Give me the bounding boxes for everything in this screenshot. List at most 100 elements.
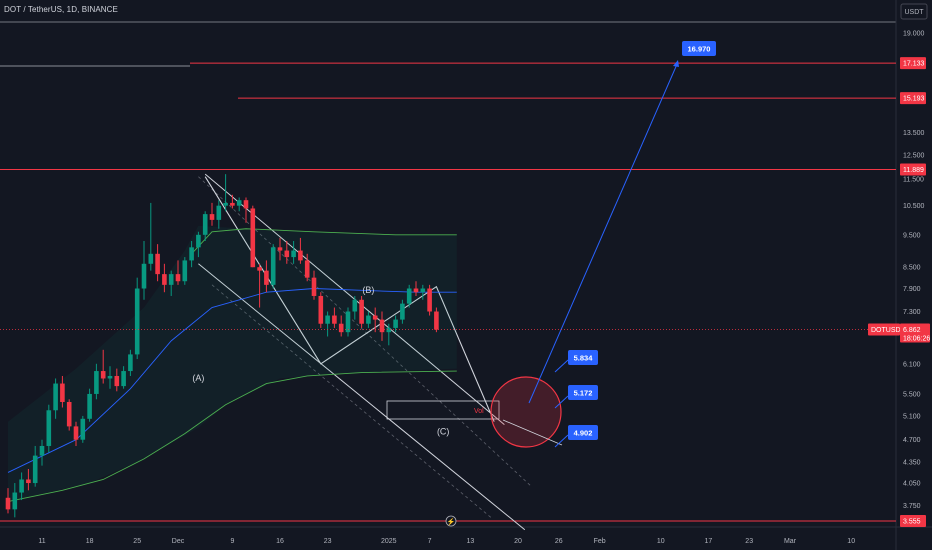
candle-9[interactable] [66,399,72,431]
candle-28[interactable] [196,231,201,258]
candle-3[interactable] [26,469,31,491]
candle-13[interactable] [94,363,99,400]
price-tag-bg-1 [900,57,926,70]
candle-17[interactable] [121,366,126,389]
candle-37[interactable] [257,263,262,308]
candle-57[interactable] [393,315,398,333]
candle-43[interactable] [298,237,303,264]
candle-30[interactable] [209,202,215,226]
candle-46[interactable] [318,292,324,328]
candle-body [134,288,140,355]
time-tick-2: 25 [133,538,141,545]
candle-38[interactable] [264,260,269,293]
candle-body [189,247,194,261]
candle-59[interactable] [406,284,412,308]
candle-body [325,315,330,324]
candle-35[interactable] [243,197,249,223]
candle-31[interactable] [216,200,222,229]
candle-11[interactable] [80,415,86,443]
candle-27[interactable] [189,241,194,268]
candle-58[interactable] [400,299,405,324]
candle-55[interactable] [379,311,385,341]
candle-45[interactable] [311,270,317,300]
time-tick-10: 20 [514,538,522,545]
candle-14[interactable] [100,349,106,384]
candle-49[interactable] [338,315,344,337]
candle-0[interactable] [5,488,11,514]
candle-44[interactable] [304,253,310,282]
candle-20[interactable] [141,241,147,300]
candle-50[interactable] [345,307,351,337]
time-axis[interactable]: 11 18 25 Dec 9 16 23 2025 7 13 20 26 Feb 10 17 23 Mar 10 [38,538,855,545]
price-tag-1: 17.133 [903,61,925,68]
wave-label-2: (C) [437,427,450,437]
candle-7[interactable] [53,378,58,419]
candle-33[interactable] [230,194,235,209]
time-tick-3: Dec [172,538,185,545]
candle-body [87,393,92,419]
candle-54[interactable] [372,307,378,333]
annotations[interactable]: (A) (B) (C) Vol 16.970 5.834 5.172 4.902 ⚡ [192,41,716,527]
channel-lower-line[interactable] [198,263,526,531]
candle-25[interactable] [175,260,181,285]
candle-63[interactable] [434,307,439,333]
target-callout-3[interactable] [568,425,598,440]
candle-41[interactable] [284,241,290,264]
candle-body [318,295,324,324]
candle-52[interactable] [359,295,364,328]
time-tick-0: 11 [38,538,45,545]
volume-box[interactable] [386,400,500,420]
candle-53[interactable] [366,311,371,328]
candle-body [175,274,181,282]
candle-29[interactable] [202,211,208,242]
candle-47[interactable] [325,311,330,337]
candle-15[interactable] [107,366,113,389]
candle-12[interactable] [87,388,92,422]
price-axis[interactable]: 19.000 17.133 15.193 13.500 12.500 11.889 11.5… [0,3,930,527]
channel-lower-dashed[interactable] [211,284,492,518]
candle-24[interactable] [168,270,174,296]
candle-51[interactable] [352,295,358,320]
candle-48[interactable] [332,307,337,328]
candle-body [26,479,31,484]
candle-1[interactable] [12,483,18,518]
candle-8[interactable] [60,375,65,408]
candle-62[interactable] [427,284,432,316]
target-zone-circle[interactable] [490,376,562,448]
candle-61[interactable] [420,284,426,300]
target-callout-0[interactable] [682,41,716,56]
candle-4[interactable] [32,445,38,487]
abc-wave-path[interactable] [204,176,495,422]
candle-16[interactable] [114,368,120,392]
candle-32[interactable] [223,174,228,212]
candle-22[interactable] [155,244,160,282]
candle-26[interactable] [182,257,188,285]
candle-18[interactable] [128,349,133,376]
candle-2[interactable] [19,472,24,501]
target-callout-2[interactable] [568,385,598,400]
channel-mid-dashed[interactable] [198,176,532,487]
projection-arrow[interactable] [528,61,679,404]
candle-body [250,208,256,268]
candle-56[interactable] [386,323,392,346]
candle-10[interactable] [73,421,79,446]
candle-34[interactable] [236,197,242,212]
candle-19[interactable] [134,277,140,360]
candle-body [257,267,262,271]
projection-arrowhead [673,60,679,67]
candle-36[interactable] [250,205,256,268]
currency-button[interactable] [900,3,928,20]
candle-6[interactable] [46,404,52,453]
candle-23[interactable] [162,263,167,293]
candle-5[interactable] [39,439,45,466]
target-callout-1[interactable] [568,350,598,365]
candle-60[interactable] [413,281,419,296]
candle-series[interactable] [5,174,439,518]
candle-40[interactable] [277,237,283,261]
candle-39[interactable] [270,244,276,289]
event-flag-icon[interactable] [445,515,457,527]
candle-21[interactable] [148,202,154,271]
candle-42[interactable] [291,241,296,264]
callout-tail-3 [554,434,569,448]
